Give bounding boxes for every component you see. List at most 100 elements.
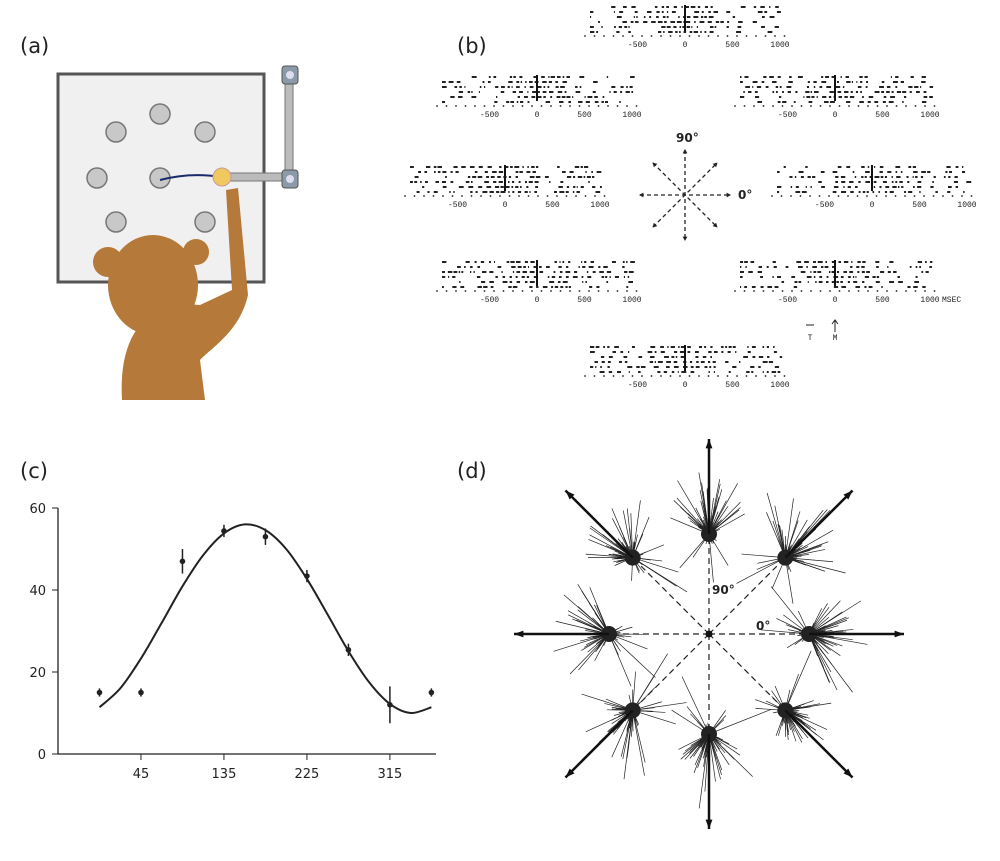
vector bbox=[785, 498, 794, 558]
axis-dot bbox=[791, 290, 793, 292]
axis-dot bbox=[774, 375, 776, 377]
axis-dot bbox=[772, 290, 774, 292]
raster-tick-label: 1000 bbox=[622, 296, 641, 305]
raster-plot: -500 0 500 1000 bbox=[771, 165, 977, 210]
angle-label: 90° bbox=[676, 131, 699, 145]
axis-dot bbox=[886, 290, 888, 292]
raster-tick-label: 500 bbox=[725, 41, 740, 50]
direction-compass bbox=[640, 150, 730, 240]
axis-dot bbox=[904, 195, 906, 197]
axis-dot bbox=[753, 105, 755, 107]
axis-dot bbox=[951, 195, 954, 197]
axis-dot bbox=[771, 195, 773, 197]
vector bbox=[785, 511, 801, 558]
axis-dot bbox=[650, 375, 653, 377]
axis-dot bbox=[781, 290, 784, 292]
vector-bundle bbox=[760, 586, 904, 693]
axis-dot bbox=[736, 35, 738, 37]
vector-bundle bbox=[670, 439, 745, 583]
arrowhead bbox=[652, 222, 658, 228]
axis-dot bbox=[847, 195, 849, 197]
axis-dot bbox=[635, 290, 638, 292]
axis-dot bbox=[483, 290, 486, 292]
axis-dot bbox=[857, 105, 860, 107]
y-tick-label: 0 bbox=[38, 748, 46, 763]
axis-dot bbox=[829, 105, 831, 107]
axis-dot bbox=[717, 35, 719, 37]
axis-dot bbox=[736, 375, 738, 377]
axis-dot bbox=[537, 195, 539, 197]
axis-dot bbox=[734, 105, 736, 107]
axis-dot bbox=[622, 375, 624, 377]
vector-bundle bbox=[736, 489, 854, 604]
axis-dot bbox=[607, 290, 609, 292]
data-point bbox=[96, 689, 103, 696]
axis-dot bbox=[546, 195, 549, 197]
raster-plot: -500 0 500 1000 bbox=[734, 260, 940, 305]
axis-dot bbox=[616, 290, 619, 292]
axis-dot bbox=[442, 195, 444, 197]
axis-dot bbox=[895, 105, 898, 107]
axis-dot bbox=[445, 105, 448, 107]
arrowhead bbox=[639, 192, 644, 198]
vector bbox=[553, 633, 610, 652]
raster-tick-label: -500 bbox=[628, 41, 647, 50]
axis-dot bbox=[780, 195, 783, 197]
axis-dot bbox=[790, 195, 792, 197]
raster-tick-label: 1000 bbox=[920, 296, 939, 305]
angle-label: 0° bbox=[756, 619, 770, 633]
vector bbox=[808, 633, 868, 645]
raster-plot: -500 0 500 1000 bbox=[584, 345, 790, 390]
axis-dot bbox=[584, 195, 587, 197]
vector bbox=[708, 709, 772, 735]
raster-tick-label: -500 bbox=[448, 201, 467, 210]
axis-dot bbox=[464, 290, 467, 292]
panel-label: (b) bbox=[457, 34, 487, 58]
marker-label: M bbox=[833, 334, 838, 343]
axis-dot bbox=[762, 290, 765, 292]
arrowhead bbox=[843, 768, 853, 778]
vector bbox=[623, 710, 633, 780]
arrowhead bbox=[682, 149, 688, 154]
axis-dot bbox=[876, 290, 879, 292]
axis-dot bbox=[867, 105, 869, 107]
data-point bbox=[221, 528, 227, 534]
axis-dot bbox=[464, 105, 467, 107]
axis-dot bbox=[550, 105, 552, 107]
angle-label: 90° bbox=[712, 583, 735, 597]
x-tick-label: 315 bbox=[377, 767, 402, 782]
axis-dot bbox=[603, 195, 606, 197]
axis-dot bbox=[810, 105, 812, 107]
raster-tick-label: -500 bbox=[815, 201, 834, 210]
axis-dot bbox=[575, 195, 577, 197]
population-vector bbox=[784, 709, 854, 779]
vector bbox=[589, 587, 610, 635]
axis-dot bbox=[942, 195, 944, 197]
raster-tick-label: -500 bbox=[480, 296, 499, 305]
x-tick-label: 135 bbox=[212, 767, 237, 782]
axis-dot bbox=[470, 195, 473, 197]
axis-dot bbox=[669, 35, 672, 37]
axis-dot bbox=[707, 375, 710, 377]
vector bbox=[581, 693, 633, 711]
axis-dot bbox=[809, 195, 811, 197]
axis-dot bbox=[540, 105, 543, 107]
vector bbox=[681, 676, 710, 735]
axis-dot bbox=[594, 195, 596, 197]
axis-dot bbox=[734, 290, 736, 292]
axis-dot bbox=[584, 35, 586, 37]
vector bbox=[632, 710, 645, 776]
axis-dot bbox=[905, 105, 907, 107]
axis-dot bbox=[423, 195, 425, 197]
raster-tick-label: 1000 bbox=[957, 201, 976, 210]
vector bbox=[608, 633, 656, 678]
axis-dot bbox=[480, 195, 482, 197]
raster-tick-label: -500 bbox=[778, 296, 797, 305]
axis-dot bbox=[866, 195, 868, 197]
time-unit: MSEC bbox=[942, 296, 961, 305]
raster-tick-label: 0 bbox=[503, 201, 508, 210]
axis-dot bbox=[924, 290, 926, 292]
axis-dot bbox=[569, 290, 571, 292]
axis-dot bbox=[483, 105, 486, 107]
axis-dot bbox=[527, 195, 530, 197]
